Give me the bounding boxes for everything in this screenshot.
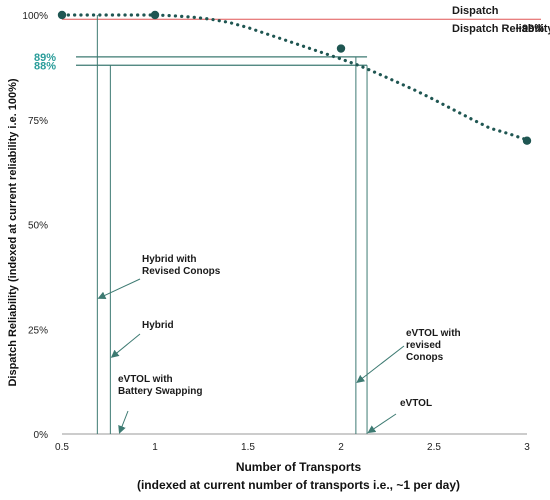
x-tick-label: 1.5 — [241, 442, 255, 453]
y-axis-label: Dispatch Reliability (indexed at current… — [7, 78, 19, 386]
x-axis-sublabel: (indexed at current number of transports… — [137, 478, 460, 492]
markers-group — [57, 10, 532, 145]
annotation-arrow-2 — [110, 333, 141, 358]
reference-label-88: 88% — [34, 60, 56, 72]
x-tick-label: 0.5 — [55, 442, 69, 453]
reference-lines-group: Dispatch Dispatch Reliability:~99% 89%88% — [34, 5, 550, 72]
annotation-text-2-line-1: Hybrid — [142, 320, 174, 331]
annotation-text-4-line-3: Conops — [406, 352, 444, 363]
data-point-marker-3 — [336, 44, 346, 53]
data-point-marker-2 — [150, 10, 160, 20]
y-tick-label: 100% — [22, 11, 48, 22]
series-group — [60, 13, 529, 142]
y-tick-label: 75% — [28, 116, 48, 127]
vertical-lines-group — [96, 15, 368, 434]
data-point-marker-4 — [522, 136, 532, 145]
annotation-text-5-line-1: eVTOL — [400, 398, 432, 409]
annotation-arrow-4 — [356, 345, 405, 383]
reference-label-89: 89% — [34, 52, 56, 64]
annotation-text-3-line-2: Battery Swapping — [118, 386, 202, 397]
reference-label-reliability: Dispatch Reliability: — [452, 23, 550, 35]
annotation-arrow-1 — [97, 278, 141, 300]
x-tick-label: 2.5 — [427, 442, 441, 453]
annotation-text-4-line-1: eVTOL with — [406, 328, 461, 339]
annotation-text-4-line-2: revised — [406, 340, 441, 351]
reference-value-dispatch: ~99% — [516, 23, 545, 35]
annotation-text-1-line-2: Revised Conops — [142, 266, 221, 277]
data-point-marker-1 — [57, 10, 67, 20]
y-tick-label: 50% — [28, 221, 48, 232]
x-tick-label: 2 — [338, 442, 344, 453]
x-axis-label: Number of Transports — [236, 460, 362, 474]
annotation-arrow-3 — [118, 410, 129, 434]
annotation-arrow-5 — [367, 413, 397, 434]
ticks-group: 0.5 1 1.5 2 2.5 3 0% 25% 50% 75% 100% — [22, 11, 530, 453]
x-tick-label: 3 — [524, 442, 530, 453]
y-tick-label: 0% — [34, 430, 49, 441]
x-tick-label: 1 — [152, 442, 158, 453]
titles-group: Dispatch Reliability (indexed at current… — [7, 78, 460, 492]
reference-label-dispatch: Dispatch — [452, 5, 499, 17]
y-tick-label: 25% — [28, 325, 48, 336]
series-line-dispatch-reliability — [60, 13, 529, 142]
annotation-text-3-line-1: eVTOL with — [118, 374, 173, 385]
annotation-text-1-line-1: Hybrid with — [142, 254, 196, 265]
